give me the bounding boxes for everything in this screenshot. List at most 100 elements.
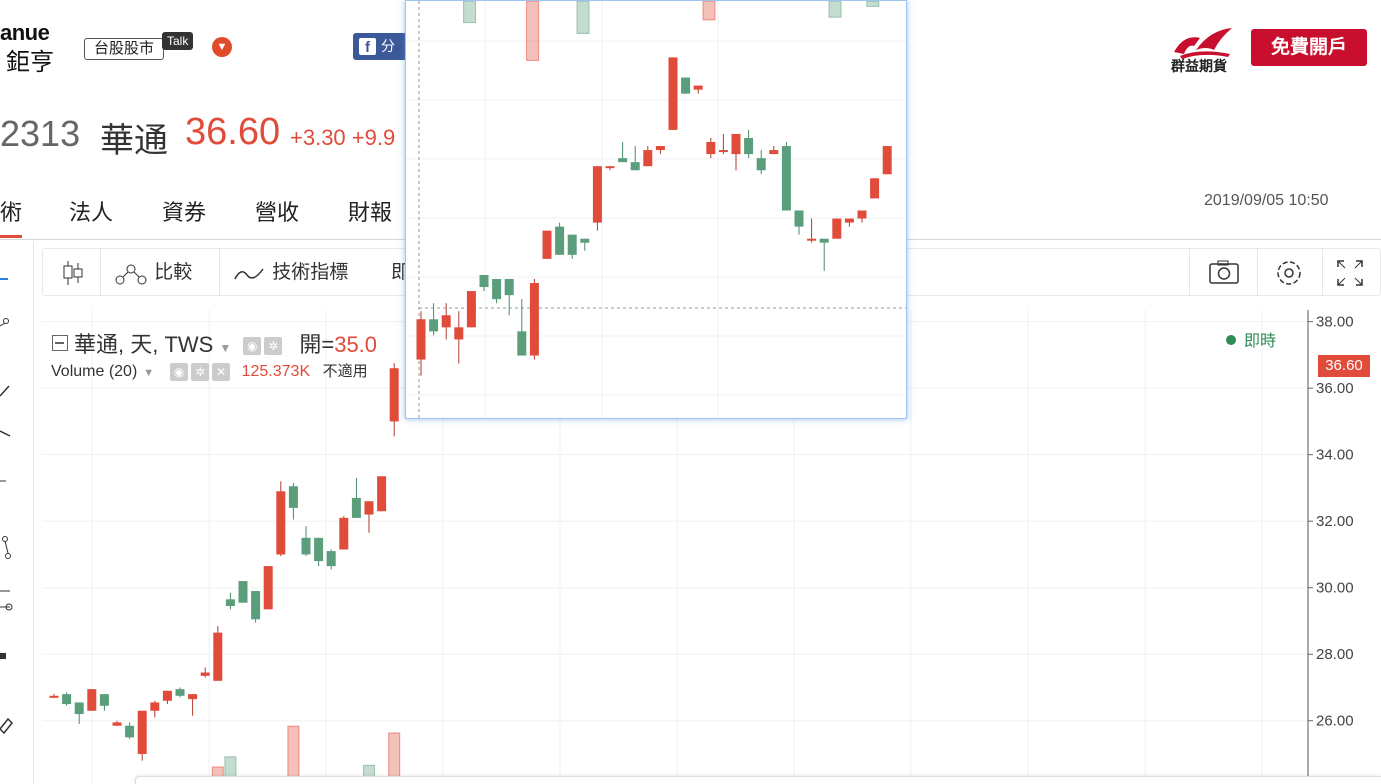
candle-body — [49, 695, 59, 698]
tab-financials[interactable]: 財報 — [348, 200, 393, 225]
popup-volume-bar — [576, 1, 590, 34]
volume-bar — [287, 725, 300, 784]
popup-candle-body — [655, 146, 665, 151]
open-account-button[interactable]: 免費開戶 — [1251, 29, 1367, 66]
brand-logo-icon[interactable] — [1170, 24, 1242, 74]
popup-candle-body — [857, 210, 867, 219]
candle-body — [314, 537, 324, 562]
tab-technical[interactable]: 術 — [0, 195, 23, 238]
na-text: 不適用 — [322, 363, 368, 380]
compare-icon — [115, 264, 147, 285]
popup-candle-body — [681, 77, 691, 94]
gear-icon[interactable] — [1272, 249, 1306, 297]
eye-icon[interactable]: ◉ — [170, 362, 189, 381]
popup-candle-body — [580, 238, 590, 243]
candle-body — [87, 689, 97, 711]
candle-body — [326, 551, 336, 567]
close-icon[interactable]: ✕ — [212, 362, 231, 381]
drawing-tools-icon[interactable] — [0, 241, 34, 784]
live-label: 即時 — [1244, 333, 1277, 350]
brand-name: 群益期貨 — [1171, 58, 1227, 74]
toolbar-divider — [1322, 249, 1323, 297]
volume-label: Volume (20) — [51, 363, 138, 380]
talk-link[interactable]: 台股股市 Talk — [84, 32, 196, 64]
live-indicator: 即時 — [1226, 327, 1276, 351]
popup-volume-bar — [463, 1, 477, 24]
site-logo-cn[interactable]: 鉅亨 — [6, 49, 54, 76]
collapse-icon[interactable] — [52, 335, 68, 351]
tab-revenue[interactable]: 營收 — [255, 200, 300, 225]
candle-body — [188, 694, 198, 700]
candle-body — [125, 725, 135, 738]
share-label: 分 — [381, 38, 395, 54]
stock-change: +3.30 +9.9 — [290, 125, 396, 150]
price-chart[interactable]: 38.00 36.00 34.00 32.00 30.00 28.00 26.00 — [42, 310, 1381, 784]
candle-body — [99, 694, 109, 706]
compare-label: 比較 — [154, 262, 193, 283]
popup-candle-body — [479, 274, 489, 288]
site-header: anue 鉅亨 台股股市 Talk ▼ f 分 群益期貨 免費開戶 — [0, 0, 1381, 88]
settings-small-icon[interactable]: ✲ — [264, 337, 283, 356]
candle-body — [74, 702, 84, 715]
candle-body — [377, 476, 387, 512]
popup-candle-body — [731, 133, 741, 155]
indicators-label: 技術指標 — [272, 262, 349, 283]
popup-candle-body — [618, 158, 628, 163]
popup-volume-bar — [526, 1, 540, 61]
y-axis-label: 36.00 — [1316, 380, 1354, 397]
fullscreen-icon[interactable] — [1333, 249, 1367, 297]
price-chart-canvas[interactable]: 38.00 36.00 34.00 32.00 30.00 28.00 26.00 — [42, 310, 1381, 784]
update-time: 2019/09/05 10:50 — [1204, 192, 1329, 209]
popup-candle-body — [706, 142, 716, 155]
camera-icon[interactable] — [1207, 249, 1241, 297]
volume-dropdown-icon[interactable]: ▼ — [143, 367, 155, 379]
drawing-toolbar — [0, 241, 34, 784]
candle-body — [62, 694, 72, 705]
legend-dropdown-icon[interactable]: ▼ — [219, 341, 232, 355]
talk-label: 台股股市 — [84, 38, 164, 60]
compare-button[interactable]: 比較 — [113, 249, 192, 297]
candle-body — [251, 591, 261, 620]
popup-volume-bar — [828, 1, 842, 18]
chevron-down-icon[interactable]: ▼ — [212, 37, 232, 57]
candle-body — [301, 537, 311, 555]
open-label: 開= — [299, 332, 335, 357]
toolbar-divider — [1189, 249, 1190, 297]
legend-symbol: 華通, 天, TWS — [74, 332, 214, 357]
indicators-button[interactable]: 技術指標 — [233, 249, 348, 297]
settings-small-icon[interactable]: ✲ — [191, 362, 210, 381]
chart-popup[interactable] — [405, 0, 907, 419]
candle-body — [263, 566, 273, 610]
popup-candle-body — [756, 158, 766, 171]
candle-body — [175, 689, 185, 696]
facebook-share-button[interactable]: f 分 — [353, 33, 413, 60]
popup-volume-bar — [702, 1, 716, 21]
popup-candle-body — [542, 230, 552, 259]
last-price-tag: 36.60 — [1318, 355, 1370, 377]
candlestick-icon[interactable] — [61, 249, 85, 297]
eye-icon[interactable]: ◉ — [243, 337, 262, 356]
candle-body — [276, 491, 286, 555]
popup-candle-body — [454, 327, 464, 340]
stock-name: 華通 — [100, 122, 168, 160]
popup-candle-body — [870, 178, 880, 199]
talk-bubble: Talk — [162, 32, 194, 50]
popup-candle-body — [429, 319, 439, 332]
toolbar-divider — [1257, 249, 1258, 297]
candle-body — [200, 672, 210, 676]
toolbar-divider — [219, 249, 220, 297]
site-logo[interactable]: anue — [0, 20, 50, 45]
popup-candle-body — [668, 57, 678, 130]
popup-candle-body — [529, 283, 539, 356]
tab-institutional[interactable]: 法人 — [69, 200, 114, 225]
tab-margin[interactable]: 資券 — [162, 200, 207, 225]
candle-body — [351, 497, 361, 518]
popup-candle-body — [744, 137, 754, 155]
popup-candle-body — [416, 319, 426, 360]
candle-body — [137, 710, 147, 754]
popup-candle-body — [819, 238, 829, 243]
popup-candle-body — [630, 162, 640, 171]
y-axis-label: 26.00 — [1316, 713, 1354, 730]
volume-bar — [388, 732, 401, 784]
toolbar-divider — [100, 249, 101, 297]
